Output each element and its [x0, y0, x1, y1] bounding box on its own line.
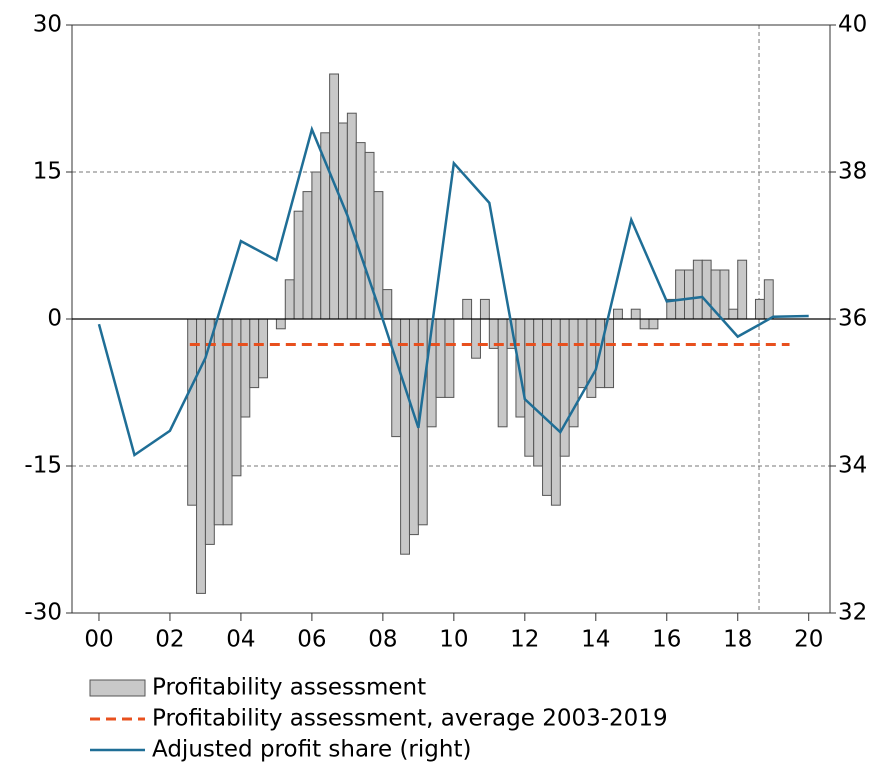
x-tick-label: 20 [794, 627, 823, 653]
bar [675, 269, 686, 320]
x-tick-label: 10 [439, 627, 468, 653]
bar [648, 318, 659, 330]
bar [630, 308, 641, 320]
bar [550, 318, 561, 506]
bar [524, 318, 535, 457]
x-tick-label: 06 [297, 627, 326, 653]
y-tick-label: 15 [33, 159, 62, 185]
bar [613, 308, 623, 320]
bar [275, 318, 286, 330]
bar [302, 191, 313, 320]
x-tick-label: 14 [581, 627, 610, 653]
bar [355, 142, 366, 320]
bar [187, 318, 198, 506]
bar [737, 259, 748, 320]
bar [719, 269, 730, 320]
bar [444, 318, 455, 398]
y-tick-label: -15 [24, 453, 62, 479]
bar [400, 318, 410, 555]
bar [533, 318, 544, 467]
x-tick-label: 12 [510, 627, 539, 653]
bar [462, 298, 473, 320]
legend-label: Profitability assessment, average 2003-2… [152, 706, 668, 732]
bar [284, 279, 295, 320]
bar [222, 318, 233, 526]
bar [249, 318, 260, 389]
bar [639, 318, 650, 330]
bar [213, 318, 224, 526]
y-tick-label: -30 [24, 600, 62, 626]
bar [586, 318, 597, 398]
legend-swatch [89, 679, 146, 697]
bar [391, 318, 402, 438]
y-tick-label: 30 [33, 12, 62, 38]
bar [240, 318, 251, 418]
bar [692, 259, 703, 320]
bar [293, 210, 304, 320]
bar [728, 308, 739, 320]
legend-label: Profitability assessment [152, 675, 426, 701]
x-tick-label: 00 [84, 627, 113, 653]
bar [497, 318, 508, 428]
bar [559, 318, 570, 457]
y2-tick-label: 32 [838, 600, 867, 626]
bar [471, 318, 481, 359]
y2-tick-label: 38 [838, 159, 867, 185]
x-tick-label: 02 [155, 627, 184, 653]
bar [338, 122, 348, 320]
y-tick-label: 0 [47, 306, 62, 332]
bar [684, 269, 694, 320]
bar [701, 259, 712, 320]
x-tick-label: 18 [723, 627, 752, 653]
bar [364, 151, 375, 320]
y2-tick-label: 34 [838, 453, 867, 479]
line [97, 125, 809, 457]
bar [311, 171, 322, 320]
bar [382, 289, 393, 320]
bar [435, 318, 446, 398]
bar [754, 298, 765, 320]
legend-label: Adjusted profit share (right) [152, 737, 471, 763]
bar [231, 318, 242, 477]
bar [577, 318, 588, 389]
y2-tick-label: 36 [838, 306, 867, 332]
bar [479, 298, 490, 320]
y2-tick-label: 40 [838, 12, 867, 38]
x-tick-label: 16 [652, 627, 681, 653]
bar [763, 279, 774, 320]
bar [258, 318, 269, 379]
x-tick-label: 08 [368, 627, 397, 653]
x-tick-label: 04 [226, 627, 255, 653]
bar [329, 73, 340, 320]
